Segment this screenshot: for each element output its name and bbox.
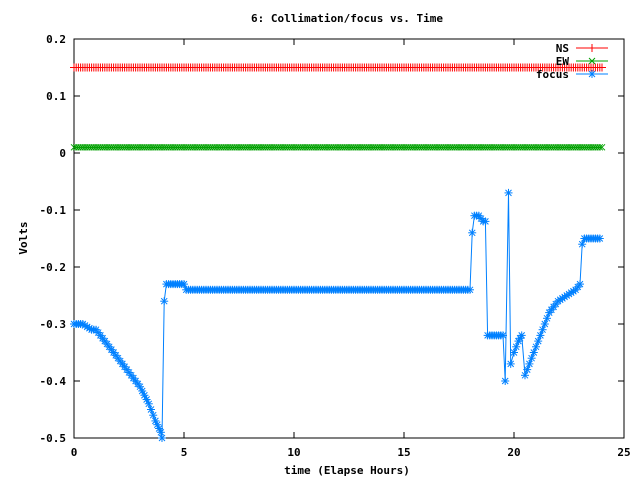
legend-marker	[588, 70, 596, 78]
legend-marker	[588, 57, 596, 65]
data-point	[499, 331, 507, 340]
y-tick-label: -0.1	[40, 204, 67, 217]
data-point	[136, 382, 144, 391]
y-tick-label: -0.2	[40, 261, 67, 274]
data-point	[142, 395, 151, 404]
data-point	[536, 331, 545, 340]
data-point	[138, 386, 147, 395]
data-point	[140, 391, 149, 400]
y-tick-label: 0	[59, 147, 66, 160]
data-point	[598, 143, 606, 151]
legend-label: EW	[556, 55, 570, 68]
data-point	[468, 228, 477, 237]
legend-label: NS	[556, 42, 569, 55]
data-point	[466, 285, 474, 294]
x-tick-label: 15	[397, 446, 410, 459]
data-point	[596, 143, 604, 151]
legend-label: focus	[536, 68, 569, 81]
data-point	[576, 280, 584, 289]
x-axis-label: time (Elapse Hours)	[284, 464, 410, 477]
y-tick-label: 0.1	[46, 90, 66, 103]
y-tick-label: -0.4	[40, 375, 67, 388]
data-point	[598, 63, 606, 72]
data-point	[506, 359, 515, 368]
chart-title: 6: Collimation/focus vs. Time	[251, 12, 443, 25]
data-point	[147, 405, 155, 414]
x-tick-label: 5	[181, 446, 188, 459]
series-focus	[70, 188, 604, 442]
y-axis-label: Volts	[17, 221, 30, 254]
data-point	[501, 377, 510, 385]
data-point	[504, 188, 513, 197]
data-point	[595, 234, 604, 243]
y-tick-label: -0.3	[40, 318, 67, 331]
series-line	[74, 192, 600, 439]
data-point	[481, 217, 490, 226]
x-tick-label: 0	[71, 446, 78, 459]
series-ns	[70, 63, 606, 72]
data-point	[517, 331, 526, 340]
x-tick-label: 25	[617, 446, 630, 459]
y-tick-label: 0.2	[46, 33, 66, 46]
data-point	[158, 434, 166, 442]
y-tick-label: -0.5	[40, 432, 67, 445]
data-point	[156, 428, 165, 437]
data-point	[155, 424, 164, 433]
series-ew	[70, 143, 606, 151]
series-layer	[70, 63, 606, 442]
x-tick-label: 10	[287, 446, 300, 459]
x-tick-label: 20	[507, 446, 520, 459]
plot-frame	[73, 38, 625, 439]
axis-ticks: 0 5 10 15 20 25 -0.5 -0.4 -0.3 -0.2 -0.1 0 0.1 0.2	[40, 33, 631, 459]
data-point	[160, 297, 169, 306]
legend-marker	[588, 44, 596, 52]
